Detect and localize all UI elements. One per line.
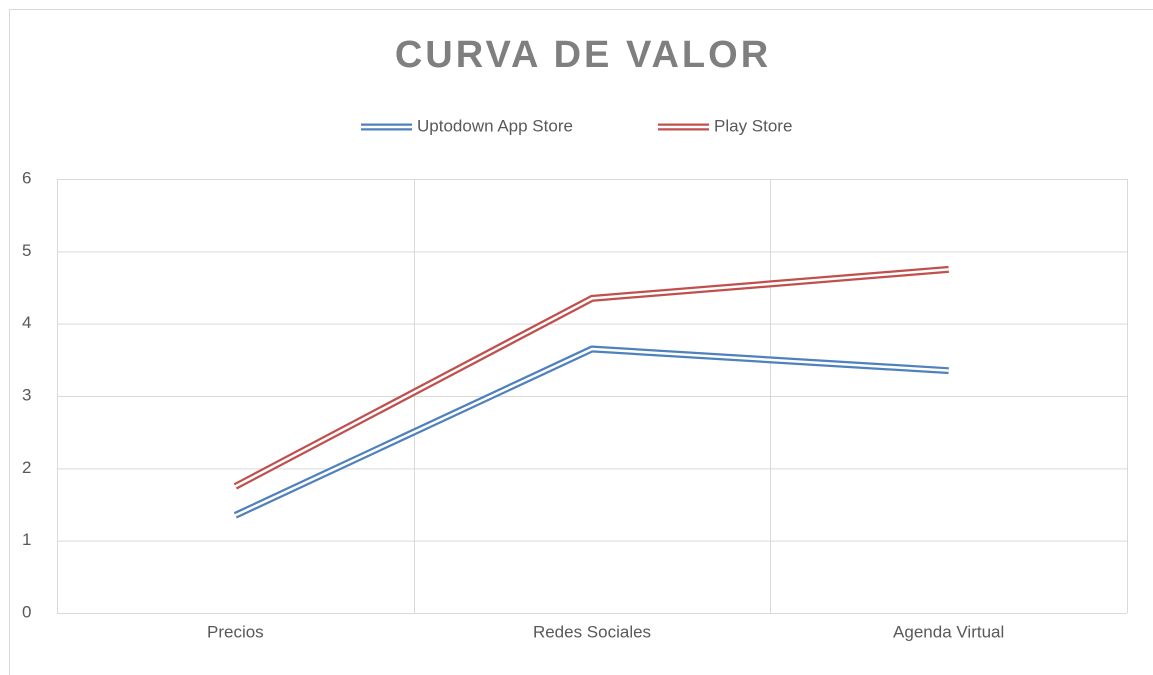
y-tick-label: 3 xyxy=(22,385,31,404)
chart-frame xyxy=(9,9,1153,675)
y-tick-label: 0 xyxy=(22,602,31,621)
series-line-inner xyxy=(234,268,949,488)
legend-label: Play Store xyxy=(714,116,792,135)
chart-title: CURVA DE VALOR xyxy=(395,34,771,76)
legend-label: Uptodown App Store xyxy=(417,116,573,135)
y-tick-label: 2 xyxy=(22,458,31,477)
x-tick-label: Redes Sociales xyxy=(533,622,651,641)
y-tick-label: 1 xyxy=(22,530,31,549)
x-tick-label: Agenda Virtual xyxy=(893,622,1004,641)
y-tick-label: 4 xyxy=(22,313,31,332)
y-tick-label: 6 xyxy=(22,168,31,187)
series-line-inner xyxy=(234,347,949,517)
y-tick-label: 5 xyxy=(22,241,31,260)
x-tick-label: Precios xyxy=(207,622,264,641)
